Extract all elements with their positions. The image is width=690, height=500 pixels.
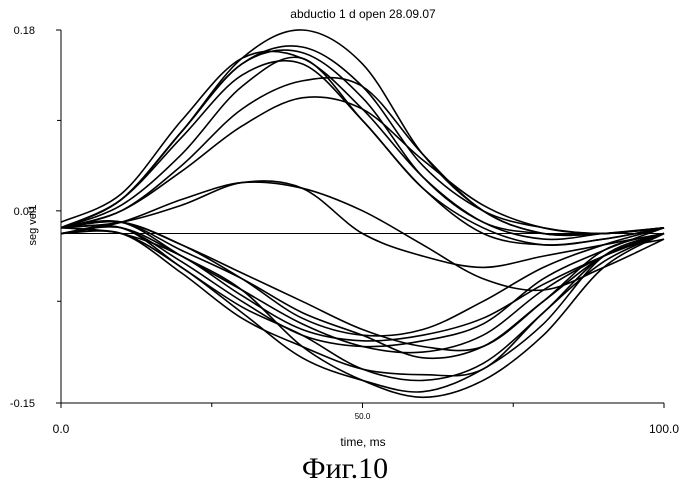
series-line-2 [61, 46, 664, 234]
x-tick-label: 0.0 [53, 422, 70, 436]
chart-title: abductio 1 d open 28.09.07 [290, 7, 436, 21]
y-tick-label: -0.15 [10, 398, 35, 410]
series-line-11 [61, 221, 664, 353]
chart: abductio 1 d open 28.09.07 seg vel1 time… [0, 0, 690, 450]
series-line-6 [61, 57, 664, 245]
x-axis-label: time, ms [340, 435, 385, 449]
figure-caption: Фиг.10 [0, 452, 690, 486]
x-tick-label: 100.0 [649, 422, 679, 436]
x-tick-label: 50.0 [355, 412, 371, 421]
series-line-5 [61, 61, 664, 245]
series-line-18 [61, 226, 664, 380]
series-line-15 [61, 227, 664, 397]
y-tick-label: 0.02 [14, 206, 35, 218]
series-line-8 [61, 97, 664, 234]
series-line-1 [61, 30, 664, 235]
series-line-17 [61, 231, 664, 376]
y-tick-label: 0.18 [14, 25, 35, 37]
series-line-3 [61, 50, 664, 234]
plot-area: 0.18 0.02 -0.15 0.0 50.0 100.0 [10, 25, 679, 436]
